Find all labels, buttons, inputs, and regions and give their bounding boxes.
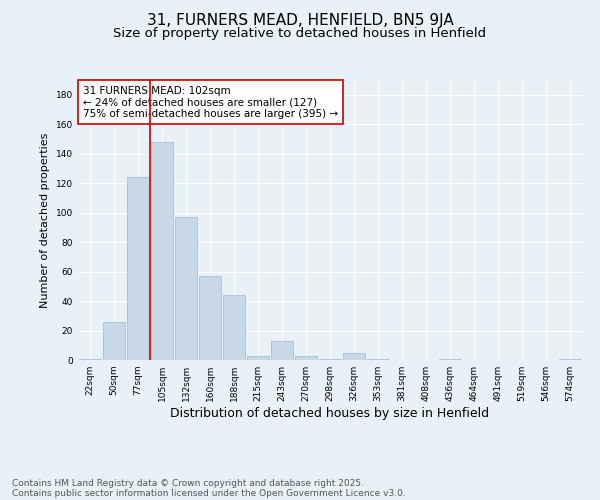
Bar bbox=[559, 358, 581, 360]
Bar bbox=[175, 217, 197, 360]
Bar bbox=[151, 142, 173, 360]
Bar bbox=[367, 358, 389, 360]
Bar bbox=[439, 358, 461, 360]
Bar bbox=[319, 358, 341, 360]
Text: 31, FURNERS MEAD, HENFIELD, BN5 9JA: 31, FURNERS MEAD, HENFIELD, BN5 9JA bbox=[146, 12, 454, 28]
Text: Contains HM Land Registry data © Crown copyright and database right 2025.: Contains HM Land Registry data © Crown c… bbox=[12, 478, 364, 488]
Text: 31 FURNERS MEAD: 102sqm
← 24% of detached houses are smaller (127)
75% of semi-d: 31 FURNERS MEAD: 102sqm ← 24% of detache… bbox=[83, 86, 338, 119]
Bar bbox=[343, 352, 365, 360]
Bar bbox=[247, 356, 269, 360]
Bar bbox=[127, 178, 149, 360]
Bar bbox=[199, 276, 221, 360]
X-axis label: Distribution of detached houses by size in Henfield: Distribution of detached houses by size … bbox=[170, 407, 490, 420]
Bar bbox=[223, 295, 245, 360]
Bar bbox=[103, 322, 125, 360]
Text: Contains public sector information licensed under the Open Government Licence v3: Contains public sector information licen… bbox=[12, 488, 406, 498]
Y-axis label: Number of detached properties: Number of detached properties bbox=[40, 132, 50, 308]
Bar bbox=[295, 356, 317, 360]
Bar bbox=[271, 341, 293, 360]
Bar bbox=[79, 358, 101, 360]
Text: Size of property relative to detached houses in Henfield: Size of property relative to detached ho… bbox=[113, 28, 487, 40]
